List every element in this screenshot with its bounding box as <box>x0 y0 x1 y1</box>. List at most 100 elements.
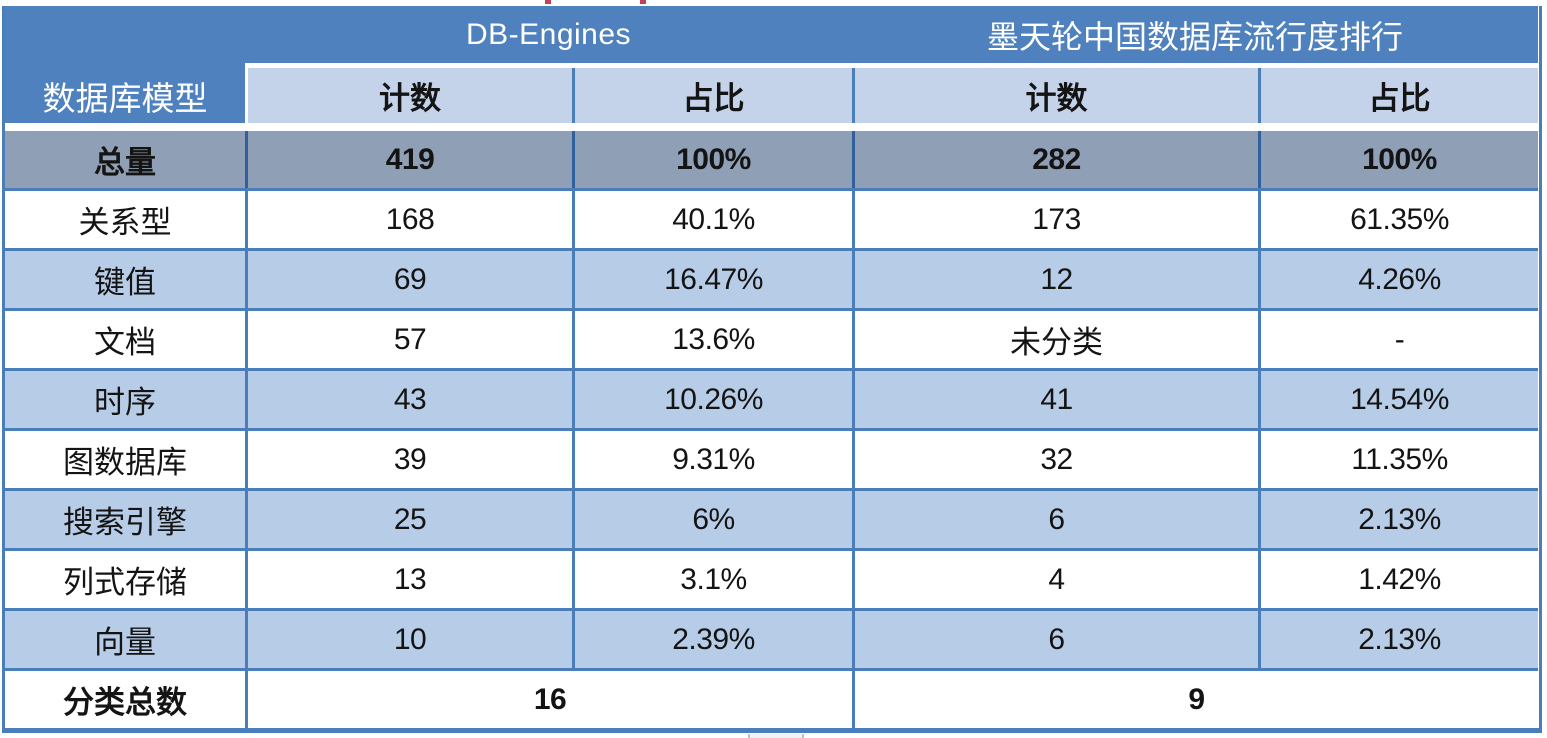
row-divider <box>5 548 1538 551</box>
cell-value: 100% <box>676 142 751 176</box>
row-label: 图数据库 <box>63 445 187 480</box>
footer-db-total-cell: 16 <box>248 671 852 728</box>
cell-value: 9.31% <box>672 442 755 476</box>
cell-value: - <box>1394 322 1405 356</box>
divider <box>572 431 575 488</box>
divider <box>852 311 855 368</box>
col-header-mo-count: 计数 <box>855 68 1258 123</box>
divider <box>852 251 855 308</box>
cell-db-count: 13 <box>248 551 572 608</box>
cell-value: 100% <box>1362 142 1437 176</box>
row-label-cell: 文档 <box>5 311 245 368</box>
cell-value: 1.42% <box>1358 562 1441 596</box>
row-divider <box>5 368 1538 371</box>
cell-mo-pct: 4.26% <box>1261 251 1538 308</box>
corner-header-label: 数据库模型 <box>42 81 208 118</box>
cell-value: 10 <box>393 622 427 656</box>
row-divider <box>5 428 1538 431</box>
divider <box>1258 191 1261 248</box>
cell-value: 4 <box>1048 562 1065 596</box>
col-header-mo-pct: 占比 <box>1261 68 1538 123</box>
divider <box>245 311 248 368</box>
cell-value: 4.26% <box>1358 262 1441 296</box>
footer-value: 9 <box>1188 682 1205 716</box>
cell-value: 173 <box>1032 202 1081 236</box>
cell-db-count: 25 <box>248 491 572 548</box>
row-divider <box>5 668 1538 671</box>
table-row: 时序 43 10.26% 41 14.54% <box>5 371 1538 428</box>
divider <box>1258 491 1261 548</box>
divider <box>572 371 575 428</box>
footer-mo-total-cell: 9 <box>855 671 1538 728</box>
row-label: 关系型 <box>78 205 172 240</box>
divider <box>572 551 575 608</box>
cell-value: 2.13% <box>1358 622 1441 656</box>
cell-value: 12 <box>1040 262 1073 296</box>
cell-value: 6% <box>692 502 735 536</box>
cell-db-pct: 6% <box>575 491 852 548</box>
cell-mo-count: 282 <box>855 131 1258 188</box>
cell-db-count: 419 <box>248 131 572 188</box>
cell-mo-count: 6 <box>855 611 1258 668</box>
table-row: 列式存储 13 3.1% 4 1.42% <box>5 551 1538 608</box>
table-row-total: 总量 419 100% 282 100% <box>5 131 1538 188</box>
cell-db-count: 168 <box>248 191 572 248</box>
cell-value: 16.47% <box>664 262 763 296</box>
cell-db-count: 69 <box>248 251 572 308</box>
table-row: 向量 10 2.39% 6 2.13% <box>5 611 1538 668</box>
cell-value: 57 <box>393 322 427 356</box>
cell-db-pct: 2.39% <box>575 611 852 668</box>
row-label: 搜索引擎 <box>63 505 187 540</box>
cell-mo-count: 6 <box>855 491 1258 548</box>
divider <box>852 191 855 248</box>
row-divider <box>5 608 1538 611</box>
cell-mo-pct: 100% <box>1261 131 1538 188</box>
table-row: 键值 69 16.47% 12 4.26% <box>5 251 1538 308</box>
table-row: 关系型 168 40.1% 173 61.35% <box>5 191 1538 248</box>
header-gap <box>245 63 1538 68</box>
sub-header-row: 数据库模型 计数 占比 计数 占比 <box>5 68 1538 123</box>
divider <box>852 371 855 428</box>
modb-title: 墨天轮中国数据库流行度排行 <box>986 18 1403 55</box>
table-row: 文档 57 13.6% 未分类 - <box>5 311 1538 368</box>
cell-mo-count: 4 <box>855 551 1258 608</box>
corner-header-top <box>5 6 245 63</box>
cell-value: 168 <box>385 202 435 236</box>
cell-value: 69 <box>393 262 427 296</box>
cell-value: 32 <box>1040 442 1073 476</box>
divider <box>245 431 248 488</box>
corner-header-gap <box>5 63 245 68</box>
divider <box>245 671 248 728</box>
divider <box>852 431 855 488</box>
cell-value: 2.13% <box>1358 502 1441 536</box>
divider <box>852 611 855 668</box>
divider <box>245 491 248 548</box>
cell-mo-count: 未分类 <box>855 311 1258 368</box>
col-header-label: 占比 <box>682 81 745 116</box>
divider <box>245 68 248 123</box>
group-header-row: DB-Engines 墨天轮中国数据库流行度排行 <box>5 6 1538 63</box>
cell-mo-pct: 2.13% <box>1261 491 1538 548</box>
cell-value: 282 <box>1032 142 1081 176</box>
cell-value: 41 <box>1040 382 1073 416</box>
row-label-cell: 向量 <box>5 611 245 668</box>
divider <box>245 551 248 608</box>
row-label-cell: 图数据库 <box>5 431 245 488</box>
row-label: 列式存储 <box>63 565 187 600</box>
cell-mo-pct: 2.13% <box>1261 611 1538 668</box>
cell-value: 11.35% <box>1351 442 1448 476</box>
cell-value: 14.54% <box>1350 382 1449 416</box>
divider <box>1258 611 1261 668</box>
divider <box>1258 311 1261 368</box>
row-label-cell: 关系型 <box>5 191 245 248</box>
table-row-footer: 分类总数 16 9 <box>5 671 1538 728</box>
divider <box>572 611 575 668</box>
col-header-db-count: 计数 <box>248 68 572 123</box>
table-outer-border-right <box>1539 6 1542 733</box>
cell-mo-pct: 11.35% <box>1261 431 1538 488</box>
cell-db-count: 10 <box>248 611 572 668</box>
table-row: 搜索引擎 25 6% 6 2.13% <box>5 491 1538 548</box>
cell-value: 3.1% <box>680 562 747 596</box>
divider <box>245 611 248 668</box>
cell-value: 6 <box>1048 622 1065 656</box>
